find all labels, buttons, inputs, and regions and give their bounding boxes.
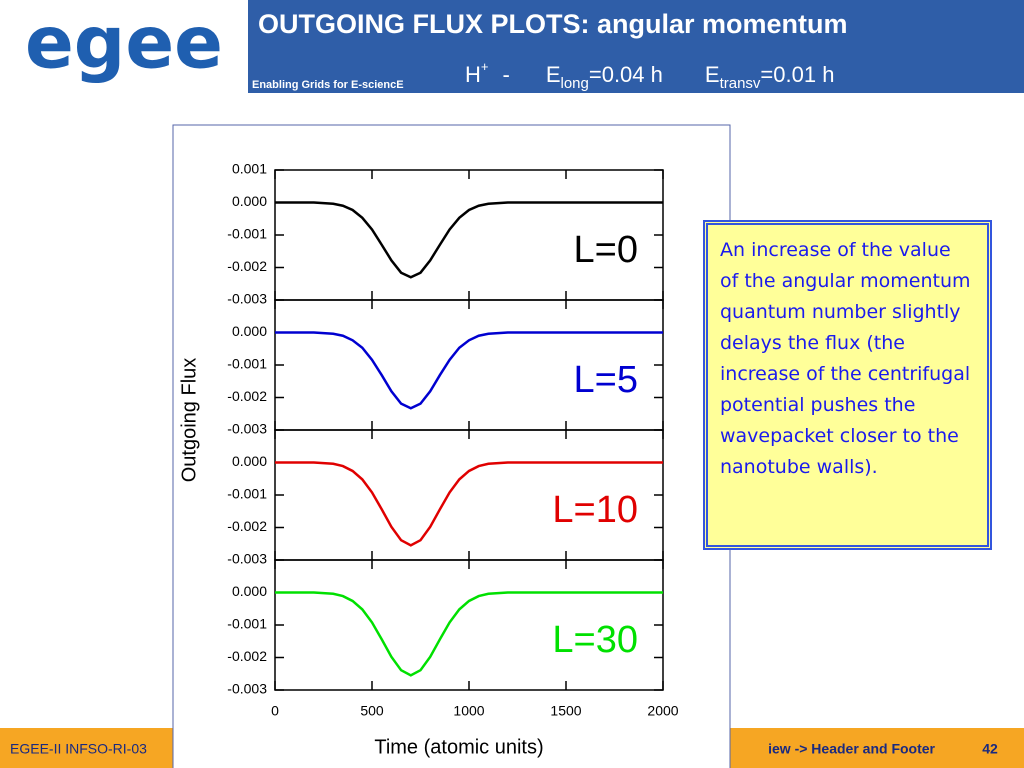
y-tick-label: 0.000 — [232, 453, 267, 469]
y-axis-label: Outgoing Flux — [178, 358, 200, 483]
panel-label: L=5 — [574, 359, 638, 401]
subtitle-part: H — [465, 62, 481, 87]
footer-right: iew -> Header and Footer — [768, 741, 935, 757]
subtitle-part: transv — [720, 75, 761, 92]
y-tick-label: -0.003 — [227, 551, 267, 567]
y-tick-label: -0.001 — [227, 226, 267, 242]
note-box: An increase of the value of the angular … — [703, 220, 992, 550]
x-tick-label: 1000 — [453, 703, 484, 719]
slide-title: OUTGOING FLUX PLOTS: angular momentum — [258, 9, 848, 39]
x-axis-label: Time (atomic units) — [374, 736, 543, 758]
panel-label: L=10 — [552, 489, 638, 531]
y-tick-label: -0.003 — [227, 291, 267, 307]
y-tick-label: 0.000 — [232, 193, 267, 209]
subtitle: H+ - Elong=0.04 h Etransv=0.01 h — [465, 59, 834, 92]
panel-label: L=0 — [574, 229, 638, 271]
y-tick-label: 0.000 — [232, 583, 267, 599]
logo-area — [0, 0, 248, 93]
x-tick-label: 2000 — [647, 703, 678, 719]
logo: egee — [25, 1, 223, 85]
chart-frame — [172, 124, 731, 768]
flux-line — [275, 591, 663, 677]
y-tick-label: -0.001 — [227, 616, 267, 632]
subtitle-part: =0.04 h — [589, 62, 663, 87]
y-tick-label: -0.002 — [227, 648, 267, 664]
y-tick-label: -0.003 — [227, 421, 267, 437]
y-tick-label: -0.002 — [227, 258, 267, 274]
subtitle-part: E — [546, 62, 561, 87]
subtitle-part: - — [502, 62, 509, 87]
panel-label: L=30 — [552, 619, 638, 661]
subtitle-part: E — [705, 62, 720, 87]
header-band — [248, 0, 1024, 93]
y-tick-label: -0.002 — [227, 388, 267, 404]
x-tick-label: 1500 — [550, 703, 581, 719]
subtitle-part: =0.01 h — [760, 62, 834, 87]
footer-left: EGEE-II INFSO-RI-03 — [10, 741, 147, 757]
y-tick-label: 0.001 — [232, 161, 267, 177]
subtitle-part: long — [561, 75, 589, 92]
flux-line — [275, 331, 663, 410]
subtitle-part: + — [481, 59, 489, 74]
y-tick-label: -0.001 — [227, 356, 267, 372]
plots: 0.001 0.000 -0.001 -0.002 -0.003 L=0 Outgoing … — [178, 161, 678, 759]
page-number: 42 — [982, 741, 998, 757]
y-tick-label: -0.002 — [227, 518, 267, 534]
y-tick-label: -0.001 — [227, 486, 267, 502]
x-tick-label: 500 — [360, 703, 384, 719]
x-tick-label: 0 — [271, 703, 279, 719]
y-tick-label: 0.000 — [232, 323, 267, 339]
tagline: Enabling Grids for E-sciencE — [252, 79, 404, 91]
y-tick-label: -0.003 — [227, 681, 267, 697]
flux-line — [275, 201, 663, 279]
flux-line — [275, 461, 663, 547]
